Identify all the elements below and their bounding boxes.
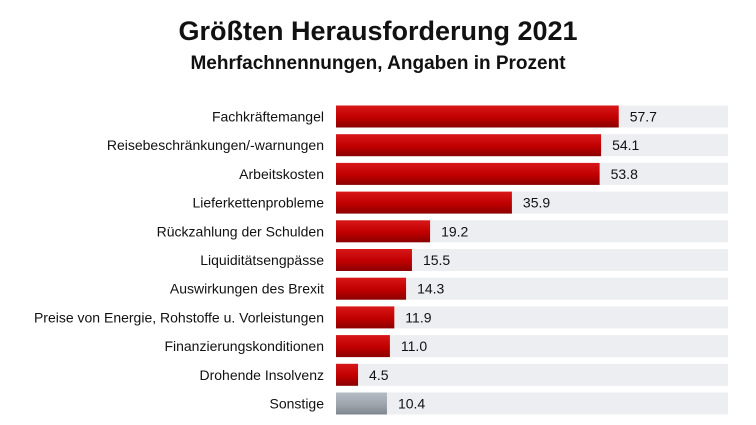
chart-title: Größten Herausforderung 2021 <box>178 16 578 46</box>
value-label: 35.9 <box>523 195 550 211</box>
bar <box>336 220 431 243</box>
category-label: Arbeitskosten <box>239 166 324 182</box>
chart-subtitle: Mehrfachnennungen, Angaben in Prozent <box>190 53 566 74</box>
bar <box>336 363 359 386</box>
bar <box>336 306 395 329</box>
value-label: 14.3 <box>417 281 444 297</box>
category-label: Finanzierungskonditionen <box>164 338 324 354</box>
bar <box>336 335 390 358</box>
bar <box>336 105 619 128</box>
bar <box>336 162 600 185</box>
category-label: Reisebeschränkungen/-warnungen <box>107 137 324 153</box>
category-label: Lieferkettenprobleme <box>192 195 324 211</box>
value-label: 11.9 <box>405 309 431 325</box>
bar <box>336 277 407 300</box>
value-label: 54.1 <box>612 137 639 153</box>
bar-track <box>336 335 728 358</box>
category-label: Drohende Insolvenz <box>199 367 324 383</box>
bar <box>336 134 602 157</box>
category-label: Auswirkungen des Brexit <box>170 281 324 297</box>
value-label: 10.4 <box>398 396 425 412</box>
bar <box>336 249 412 271</box>
bar-track <box>336 392 728 415</box>
bar-track <box>336 277 728 300</box>
bar <box>336 392 387 415</box>
bar-track <box>336 363 728 386</box>
value-label: 11.0 <box>401 338 427 354</box>
value-label: 19.2 <box>441 223 468 239</box>
category-label: Sonstige <box>270 396 325 412</box>
bar-track <box>336 249 728 271</box>
bar <box>336 191 512 214</box>
category-label: Rückzahlung der Schulden <box>157 223 324 239</box>
value-label: 57.7 <box>630 109 657 125</box>
value-label: 53.8 <box>611 166 638 182</box>
bar-track <box>336 306 728 329</box>
value-label: 15.5 <box>423 252 450 268</box>
category-label: Liquiditätsengpässe <box>200 252 324 268</box>
bar-track <box>336 220 728 243</box>
value-label: 4.5 <box>369 367 389 383</box>
category-label: Preise von Energie, Rohstoffe u. Vorleis… <box>34 309 324 325</box>
category-label: Fachkräftemangel <box>212 109 324 125</box>
